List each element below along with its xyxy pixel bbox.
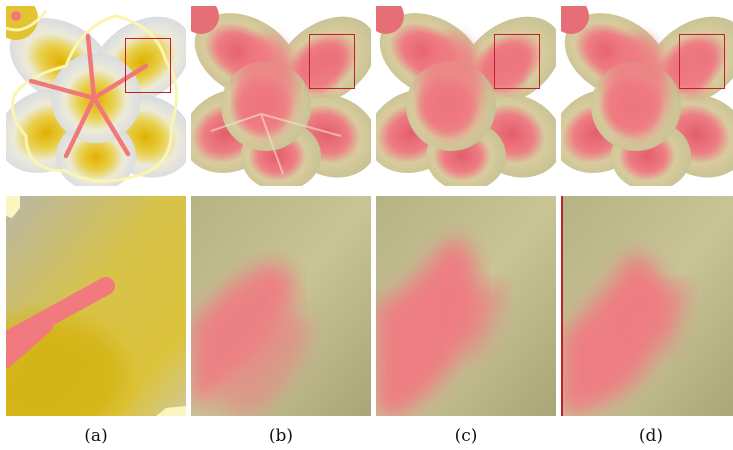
caption-d: (d) [638,426,664,446]
flower-photo-with-strokes [6,6,186,186]
caption-c: (c) [454,426,478,446]
panel-a-full [6,6,186,186]
zoom-box [309,34,355,89]
zoom-box [494,34,540,89]
panel-b-zoom [191,196,371,416]
zoom-crop [561,196,733,416]
zoom-crop [6,196,186,416]
panel-d-zoom [561,196,733,416]
caption-a: (a) [84,426,108,446]
panel-d-full [561,6,733,186]
zoom-crop [191,196,371,416]
panel-a-zoom [6,196,186,416]
panel-b-full [191,6,371,186]
panel-c-full [376,6,556,186]
recolored-flower [376,6,556,186]
zoom-crop [376,196,556,416]
recolored-flower [191,6,371,186]
zoom-box [679,34,725,89]
caption-b: (b) [268,426,294,446]
zoom-box [125,38,171,93]
panel-c-zoom [376,196,556,416]
recolored-flower [561,6,733,186]
